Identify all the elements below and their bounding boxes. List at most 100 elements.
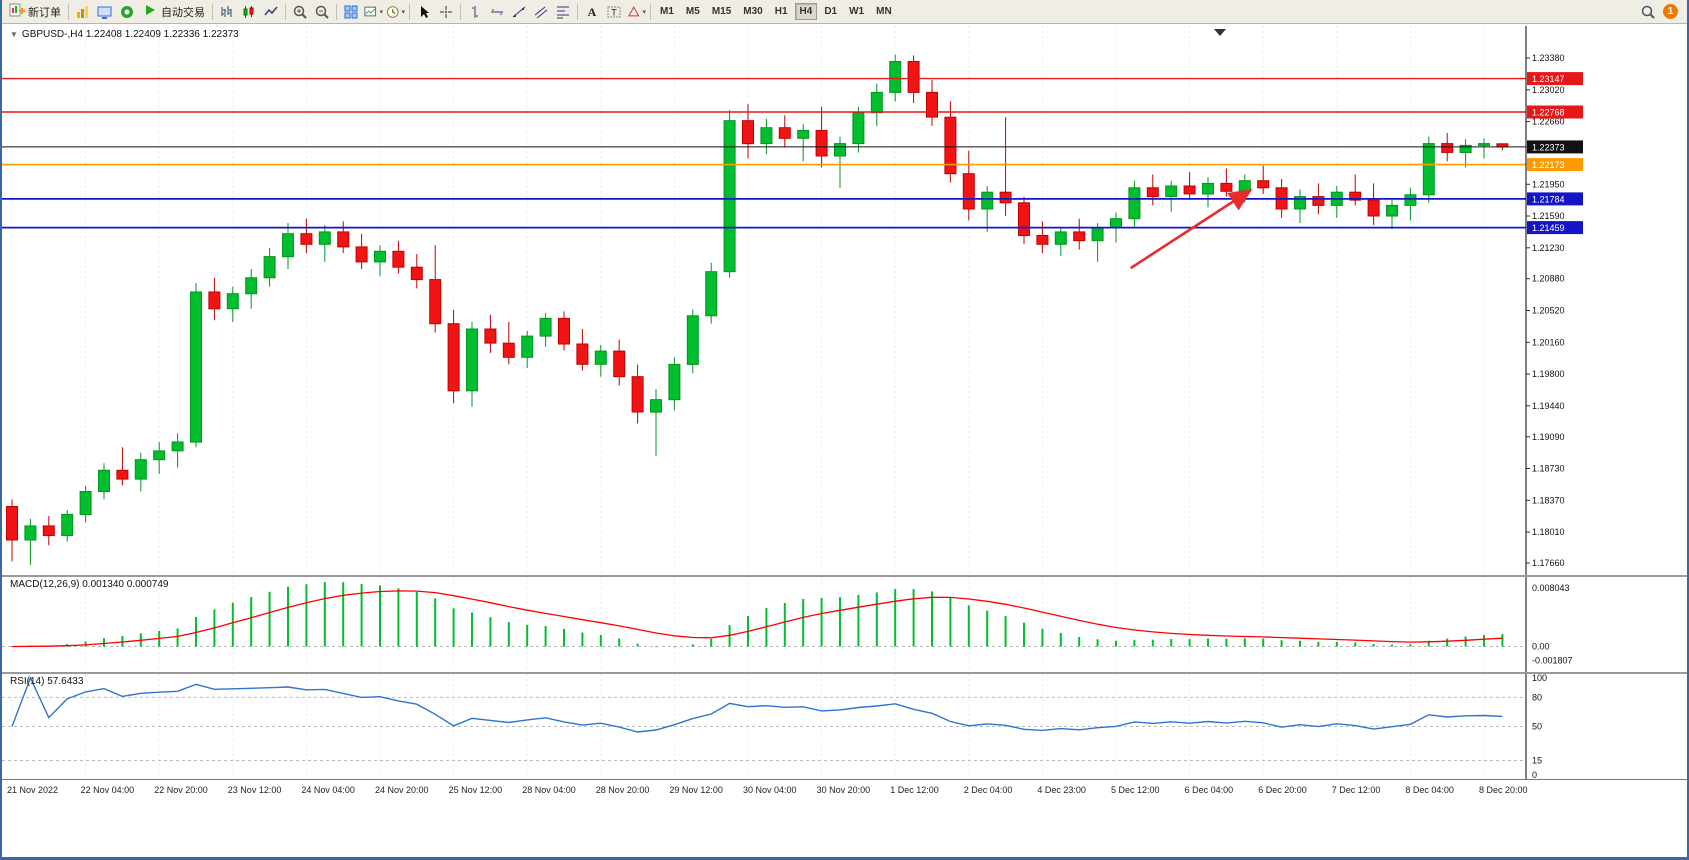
autotrading-button[interactable]: 自动交易: [138, 2, 209, 22]
arrows-button[interactable]: ▾: [625, 1, 647, 23]
vertical-line-button[interactable]: [464, 1, 486, 23]
price-tick-label: 1.18730: [1532, 464, 1565, 474]
macd-pane[interactable]: 0.008043 0.00 -0.001807: [2, 577, 1687, 672]
rsi-pane[interactable]: 100 80 50 15 0: [2, 674, 1687, 779]
candlestick-chart-button[interactable]: [238, 1, 260, 23]
autotrading-button-label: 自动交易: [161, 6, 205, 19]
toolbar-separator: [409, 3, 410, 20]
macd-label: MACD(12,26,9) 0.001340 0.000749: [10, 579, 169, 590]
support-line-lower-price-label: 1.21459: [1527, 221, 1583, 235]
price-axis[interactable]: 1.23380 1.23020 1.22660 1.21950 1.21590 1.212…: [1526, 53, 1565, 568]
svg-text:-0.001807: -0.001807: [1532, 656, 1573, 666]
price-tick-label: 1.21950: [1532, 179, 1565, 189]
svg-text:1.22173: 1.22173: [1532, 160, 1565, 170]
toolbar-separator: [68, 3, 69, 20]
time-tick-label: 6 Dec 04:00: [1184, 785, 1234, 795]
toolbar-separator: [460, 3, 461, 20]
time-tick-label: 4 Dec 23:00: [1037, 785, 1086, 795]
line-chart-button[interactable]: [260, 1, 282, 23]
symbol-ohlc-text: GBPUSD-,H4 1.22408 1.22409 1.22336 1.223…: [21, 29, 239, 40]
time-tick-label: 25 Nov 12:00: [448, 785, 503, 795]
pane-divider-rsi[interactable]: [2, 672, 1687, 674]
price-tick-label: 1.23020: [1532, 85, 1565, 95]
time-tick-label: 24 Nov 20:00: [375, 785, 429, 795]
time-axis[interactable]: 21 Nov 2022 22 Nov 04:00 22 Nov 20:00 23 No…: [2, 781, 1687, 857]
timeframe-m30[interactable]: M30: [743, 6, 763, 17]
trendline-button[interactable]: [508, 1, 530, 23]
zoom-out-button[interactable]: [311, 1, 333, 23]
tile-windows-button[interactable]: [340, 1, 362, 23]
timeframe-w1[interactable]: W1: [849, 6, 865, 17]
pane-divider-macd[interactable]: [2, 575, 1687, 577]
price-tick-label: 1.18370: [1532, 495, 1565, 505]
time-tick-label: 30 Nov 04:00: [743, 785, 797, 795]
crosshair-button[interactable]: [435, 1, 457, 23]
price-tick-label: 1.20520: [1532, 306, 1565, 316]
toolbar: 新订单 自动交易 ▾ ▾ A T ▾ M1 M5 M15 M30 H1 H4 D1 W1 MN 1: [2, 0, 1687, 24]
rsi-label: RSI(14) 57.6433: [10, 676, 84, 687]
profiles-button[interactable]: [94, 1, 116, 23]
new-order-button-label: 新订单: [28, 6, 61, 19]
time-tick-label: 1 Dec 12:00: [890, 785, 939, 795]
grid: [11, 26, 1485, 575]
timeframe-mn[interactable]: MN: [876, 6, 892, 17]
text-button[interactable]: A: [581, 1, 603, 23]
fibonacci-button[interactable]: [552, 1, 574, 23]
autotrading-button-icon: [142, 2, 158, 21]
price-tick-label: 1.19800: [1532, 369, 1565, 379]
timeframe-group: M1 M5 M15 M30 H1 H4 D1 W1 MN: [654, 3, 898, 20]
new-order-button-icon: [9, 2, 25, 21]
bar-chart-button[interactable]: [216, 1, 238, 23]
timeframe-m15[interactable]: M15: [711, 6, 732, 17]
time-tick-label: 24 Nov 04:00: [301, 785, 355, 795]
chart-wizard-button[interactable]: [72, 1, 94, 23]
main-chart-pane[interactable]: 1.23380 1.23020 1.22660 1.21950 1.21590 1.212…: [2, 26, 1687, 575]
search-button[interactable]: [1637, 1, 1659, 23]
svg-text:15: 15: [1532, 756, 1542, 766]
time-tick-label: 22 Nov 04:00: [80, 785, 135, 795]
price-tick-label: 1.20880: [1532, 274, 1565, 284]
trend-arrow[interactable]: [1130, 188, 1253, 270]
notification-badge[interactable]: 1: [1663, 4, 1678, 19]
zoom-in-button[interactable]: [289, 1, 311, 23]
resistance-line-lower-price-label: 1.22768: [1527, 105, 1583, 119]
rsi-line: [11, 676, 1503, 733]
timeframe-m1[interactable]: M1: [660, 6, 674, 17]
svg-text:1.22373: 1.22373: [1532, 142, 1565, 152]
toolbar-separator: [336, 3, 337, 20]
time-tick-label: 21 Nov 2022: [7, 785, 59, 795]
toolbar-separator: [285, 3, 286, 20]
timeframe-h1[interactable]: H1: [774, 6, 788, 17]
toolbar-separator: [650, 3, 651, 20]
rsi-axis[interactable]: 100 80 50 15 0: [1532, 674, 1547, 779]
svg-text:1.21459: 1.21459: [1532, 223, 1565, 233]
time-tick-label: 5 Dec 12:00: [1111, 785, 1160, 795]
price-tick-label: 1.18010: [1532, 527, 1565, 537]
time-tick-label: 28 Nov 04:00: [522, 785, 576, 795]
svg-text:80: 80: [1532, 692, 1542, 702]
one-click-trading-toggle[interactable]: ▼: [10, 30, 18, 39]
time-tick-label: 8 Dec 20:00: [1479, 785, 1528, 795]
text-label-button[interactable]: T: [603, 1, 625, 23]
price-tick-label: 1.19440: [1532, 401, 1565, 411]
svg-text:0.00: 0.00: [1532, 642, 1550, 652]
time-tick-label: 7 Dec 12:00: [1331, 785, 1381, 795]
new-order-button[interactable]: 新订单: [5, 2, 65, 22]
horizontal-line-button[interactable]: [486, 1, 508, 23]
timeframe-d1[interactable]: D1: [824, 6, 838, 17]
svg-text:A: A: [588, 5, 597, 19]
timeframe-m5[interactable]: M5: [685, 6, 700, 17]
svg-text:50: 50: [1532, 722, 1542, 732]
macd-axis[interactable]: 0.008043 0.00 -0.001807: [1532, 583, 1573, 666]
templates-button[interactable]: ▾: [384, 1, 406, 23]
community-button[interactable]: [116, 1, 138, 23]
timeframe-h4[interactable]: H4: [794, 3, 818, 20]
time-tick-label: 8 Dec 04:00: [1405, 785, 1454, 795]
time-tick-label: 6 Dec 20:00: [1258, 785, 1307, 795]
channel-button[interactable]: [530, 1, 552, 23]
svg-text:1.21784: 1.21784: [1532, 194, 1565, 204]
chart-shift-marker[interactable]: [1214, 29, 1226, 36]
time-tick-label: 2 Dec 04:00: [963, 785, 1013, 795]
cursor-button[interactable]: [413, 1, 435, 23]
new-chart-button[interactable]: ▾: [362, 1, 384, 23]
